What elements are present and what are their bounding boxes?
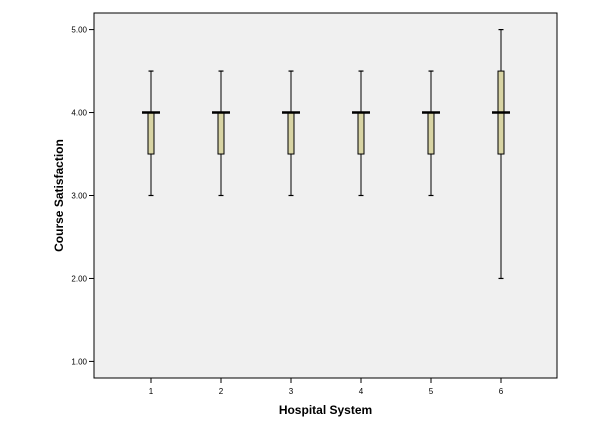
y-tick-label: 1.00 [71, 357, 87, 366]
box-category-3 [282, 70, 300, 197]
x-axis-title: Hospital System [279, 403, 372, 417]
x-tick-label: 6 [499, 387, 504, 396]
x-tick-label: 3 [289, 387, 294, 396]
box-category-1 [142, 70, 160, 197]
x-axis: 1 2 3 4 5 6 [149, 378, 504, 396]
box-category-5 [422, 70, 440, 197]
box-category-6 [492, 28, 510, 280]
y-tick-label: 5.00 [71, 26, 87, 35]
x-tick-label: 1 [149, 387, 154, 396]
y-tick-label: 4.00 [71, 109, 87, 118]
iqr-box [427, 112, 435, 155]
x-tick-label: 4 [359, 387, 364, 396]
y-tick-label: 2.00 [71, 274, 87, 283]
y-axis: 1.00 2.00 3.00 4.00 5.00 [71, 26, 94, 366]
box-category-4 [352, 70, 370, 197]
iqr-box [217, 112, 225, 155]
x-tick-label: 2 [219, 387, 224, 396]
y-tick-label: 3.00 [71, 192, 87, 201]
boxes-group [142, 28, 510, 280]
plot-area [93, 12, 558, 379]
x-tick-label: 5 [429, 387, 434, 396]
iqr-box [147, 112, 155, 155]
y-axis-title: Course Satisfaction [52, 139, 66, 252]
iqr-box [287, 112, 295, 155]
iqr-box [357, 112, 365, 155]
box-category-2 [212, 70, 230, 197]
